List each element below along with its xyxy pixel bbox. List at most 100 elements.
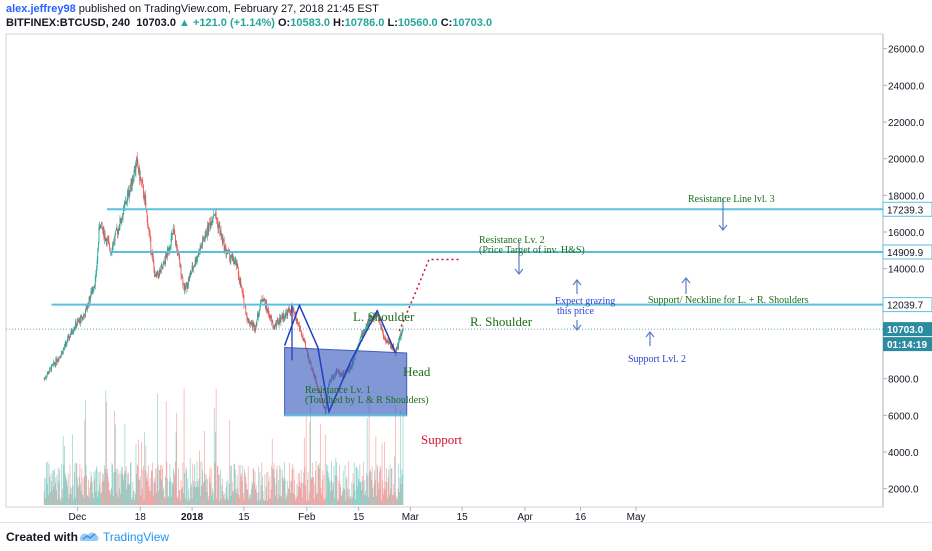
volume-bar [59, 497, 61, 505]
volume-bar [397, 499, 398, 505]
volume-bar [278, 480, 279, 505]
volume-bar [219, 474, 221, 505]
volume-bar [387, 498, 388, 505]
candle-body [368, 319, 370, 323]
volume-bar [319, 468, 321, 505]
volume-bar [220, 499, 222, 505]
candle-body [115, 228, 117, 231]
volume-bar [371, 465, 373, 505]
candle-body [381, 327, 382, 330]
candle-body [125, 201, 127, 204]
volume-bar [90, 471, 92, 505]
candle-body [207, 225, 209, 232]
volume-bar [353, 483, 355, 505]
candle-body [157, 270, 158, 274]
tradingview-brand[interactable]: TradingView [103, 530, 170, 544]
volume-bar [232, 490, 234, 505]
volume-bar [382, 480, 384, 505]
volume-bar [252, 485, 253, 505]
candle-body [250, 322, 252, 326]
candle-body [278, 321, 280, 324]
volume-bar [192, 463, 194, 505]
candle-body [297, 323, 299, 325]
volume-bar [329, 481, 331, 505]
candle-body [282, 313, 284, 320]
candle-body [150, 236, 152, 251]
volume-bar [205, 479, 207, 505]
volume-bar [358, 481, 360, 505]
volume-bar [312, 477, 314, 505]
candle-body [116, 228, 118, 231]
tradingview-logo-icon[interactable] [78, 529, 100, 543]
candle-body [262, 299, 263, 301]
volume-bar [400, 410, 401, 505]
volume-bar [369, 469, 371, 505]
candle-body [180, 264, 182, 276]
candle-body [109, 248, 111, 253]
volume-bar [127, 484, 129, 505]
candle-body [235, 260, 237, 262]
volume-bar [324, 500, 326, 505]
volume-bar [106, 472, 108, 505]
volume-bar [297, 495, 298, 505]
volume-bar [89, 482, 91, 505]
candle-body [195, 259, 197, 264]
candle-body [214, 214, 216, 216]
volume-bar [253, 468, 255, 505]
volume-bar [123, 473, 125, 505]
candle-body [174, 233, 176, 236]
candle-body [59, 356, 61, 358]
volume-bar [168, 495, 170, 505]
volume-bar [344, 465, 346, 505]
author-link[interactable]: alex.jeffrey98 [6, 3, 76, 15]
volume-bar [356, 466, 358, 505]
candle-body [229, 258, 231, 261]
volume-bar [142, 469, 144, 505]
volume-bar [236, 475, 238, 505]
candle-body [99, 225, 101, 229]
volume-bar [373, 496, 374, 505]
candle-body [182, 276, 184, 285]
volume-bar [121, 466, 123, 505]
candle-body [133, 169, 135, 181]
candle-body [200, 245, 202, 248]
candle-body [268, 314, 270, 318]
volume-bar [160, 479, 162, 505]
candle-body [57, 360, 59, 361]
candle-body [86, 307, 88, 310]
candle-body [255, 325, 257, 331]
volume-bar [133, 491, 134, 505]
candle-body [200, 246, 202, 248]
volume-bar [247, 466, 249, 505]
price-chart[interactable]: 2000.04000.06000.08000.010000.012000.014… [0, 32, 932, 523]
candle-body [234, 261, 236, 263]
volume-bar [388, 469, 390, 505]
candle-body [261, 300, 263, 301]
volume-bar [266, 472, 268, 505]
volume-bar [286, 493, 287, 505]
volume-bar [329, 492, 331, 505]
candle-body [104, 234, 106, 240]
candle-body [171, 233, 173, 236]
volume-bar [91, 476, 92, 505]
volume-bar [188, 488, 189, 505]
candle-body [247, 318, 249, 320]
volume-bar [222, 491, 224, 505]
volume-bar [391, 468, 393, 505]
volume-bar [363, 494, 365, 505]
candle-body [73, 329, 75, 332]
candle-body [89, 296, 91, 302]
volume-bar [139, 475, 141, 505]
volume-bar [280, 495, 282, 505]
volume-bar [161, 465, 163, 505]
volume-bar [52, 471, 54, 505]
annotation-resistance-3: Resistance Line lvl. 3 [688, 194, 775, 205]
candle-body [388, 340, 390, 342]
volume-bar [122, 475, 124, 505]
volume-bar [371, 479, 372, 505]
chart-area[interactable]: 2000.04000.06000.08000.010000.012000.014… [0, 32, 932, 523]
volume-bar [202, 483, 204, 505]
volume-bar [51, 481, 52, 505]
candle-body [117, 228, 119, 234]
volume-bar [54, 483, 56, 505]
